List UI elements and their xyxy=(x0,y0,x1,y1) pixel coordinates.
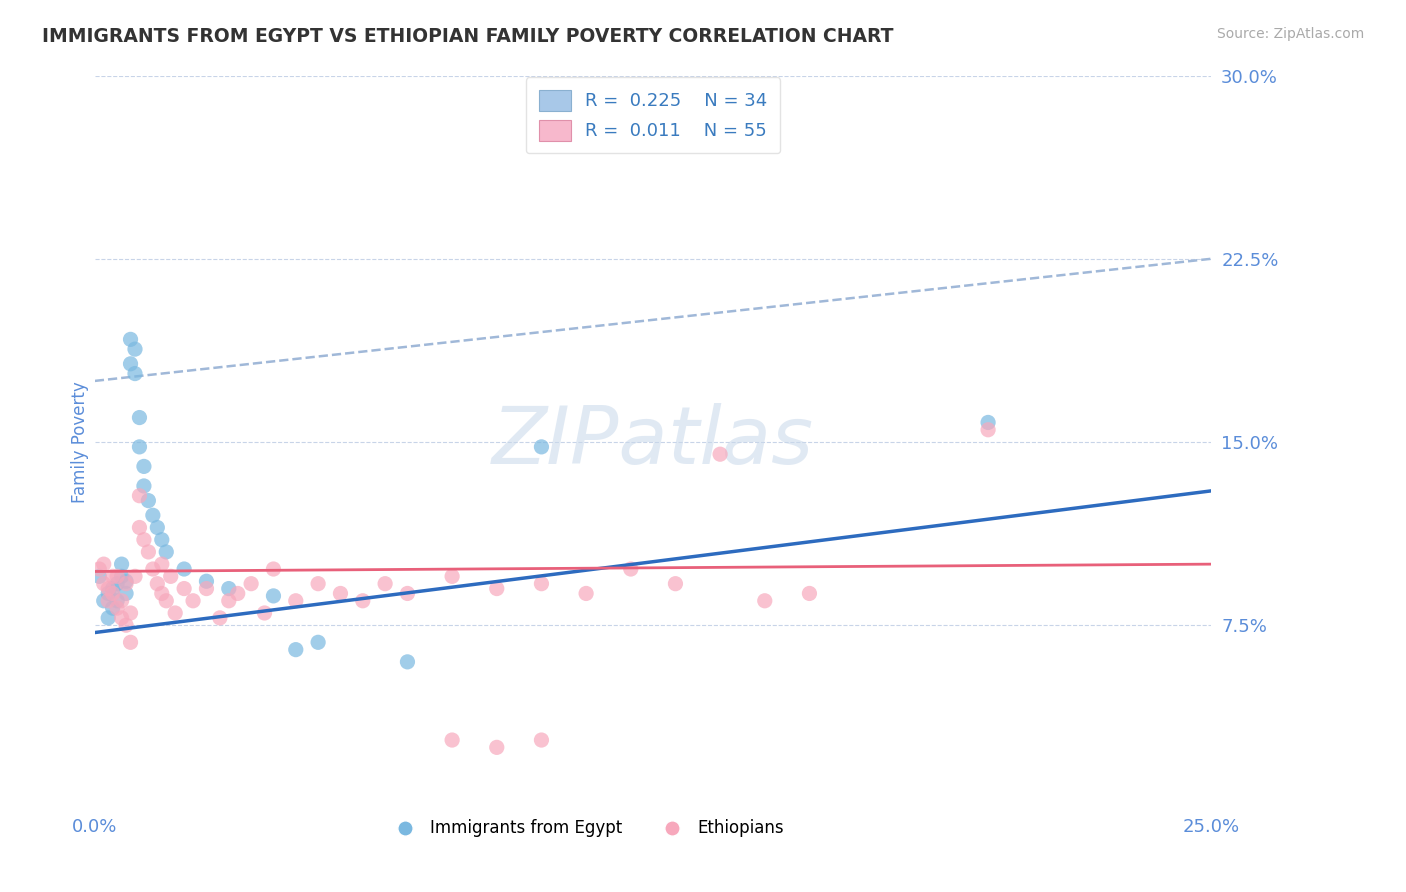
Point xyxy=(146,520,169,534)
Point xyxy=(208,611,231,625)
Point xyxy=(977,423,1000,437)
Point xyxy=(799,586,821,600)
Point xyxy=(132,533,155,547)
Point xyxy=(262,562,284,576)
Point xyxy=(105,576,128,591)
Point xyxy=(284,642,307,657)
Point xyxy=(146,576,169,591)
Point xyxy=(159,569,181,583)
Text: IMMIGRANTS FROM EGYPT VS ETHIOPIAN FAMILY POVERTY CORRELATION CHART: IMMIGRANTS FROM EGYPT VS ETHIOPIAN FAMIL… xyxy=(42,27,894,45)
Point xyxy=(138,493,160,508)
Point xyxy=(374,576,396,591)
Point xyxy=(284,594,307,608)
Point xyxy=(307,635,329,649)
Point xyxy=(115,586,138,600)
Point xyxy=(262,589,284,603)
Point xyxy=(120,606,142,620)
Point xyxy=(181,594,204,608)
Point xyxy=(530,733,553,747)
Point xyxy=(620,562,643,576)
Point xyxy=(155,594,177,608)
Point xyxy=(97,582,120,596)
Point xyxy=(97,586,120,600)
Point xyxy=(101,582,124,596)
Point xyxy=(575,586,598,600)
Point xyxy=(110,557,132,571)
Point xyxy=(132,459,155,474)
Point xyxy=(115,574,138,589)
Point xyxy=(105,569,128,583)
Point xyxy=(101,601,124,615)
Point xyxy=(124,367,146,381)
Point xyxy=(218,582,240,596)
Y-axis label: Family Poverty: Family Poverty xyxy=(72,381,89,503)
Point xyxy=(218,594,240,608)
Point xyxy=(155,545,177,559)
Point xyxy=(226,586,249,600)
Point xyxy=(138,545,160,559)
Point xyxy=(396,655,419,669)
Point xyxy=(101,569,124,583)
Point xyxy=(89,569,111,583)
Point xyxy=(530,576,553,591)
Point xyxy=(97,611,120,625)
Point xyxy=(120,332,142,346)
Point xyxy=(128,410,150,425)
Point xyxy=(441,569,464,583)
Point xyxy=(253,606,276,620)
Point xyxy=(664,576,686,591)
Point xyxy=(115,618,138,632)
Point xyxy=(110,611,132,625)
Point xyxy=(93,557,115,571)
Point xyxy=(97,594,120,608)
Point xyxy=(115,576,138,591)
Point xyxy=(128,440,150,454)
Point xyxy=(124,569,146,583)
Point xyxy=(329,586,352,600)
Point xyxy=(195,574,218,589)
Point xyxy=(396,586,419,600)
Text: ZIPatlas: ZIPatlas xyxy=(492,403,814,481)
Point xyxy=(120,357,142,371)
Point xyxy=(441,733,464,747)
Point xyxy=(485,582,508,596)
Point xyxy=(165,606,187,620)
Point xyxy=(485,740,508,755)
Point xyxy=(105,601,128,615)
Point xyxy=(93,594,115,608)
Point xyxy=(142,508,165,523)
Text: Source: ZipAtlas.com: Source: ZipAtlas.com xyxy=(1216,27,1364,41)
Point xyxy=(150,586,173,600)
Point xyxy=(132,479,155,493)
Point xyxy=(105,594,128,608)
Point xyxy=(754,594,776,608)
Point xyxy=(124,342,146,356)
Point xyxy=(142,562,165,576)
Point xyxy=(128,520,150,534)
Point xyxy=(128,489,150,503)
Point xyxy=(307,576,329,591)
Legend: Immigrants from Egypt, Ethiopians: Immigrants from Egypt, Ethiopians xyxy=(381,813,790,844)
Point xyxy=(240,576,263,591)
Point xyxy=(120,635,142,649)
Point xyxy=(110,569,132,583)
Point xyxy=(89,562,111,576)
Point xyxy=(173,562,195,576)
Point xyxy=(352,594,374,608)
Point xyxy=(195,582,218,596)
Point xyxy=(110,594,132,608)
Point xyxy=(709,447,731,461)
Point xyxy=(150,557,173,571)
Point xyxy=(173,582,195,596)
Point xyxy=(101,586,124,600)
Point xyxy=(530,440,553,454)
Point xyxy=(150,533,173,547)
Point xyxy=(977,416,1000,430)
Point xyxy=(93,576,115,591)
